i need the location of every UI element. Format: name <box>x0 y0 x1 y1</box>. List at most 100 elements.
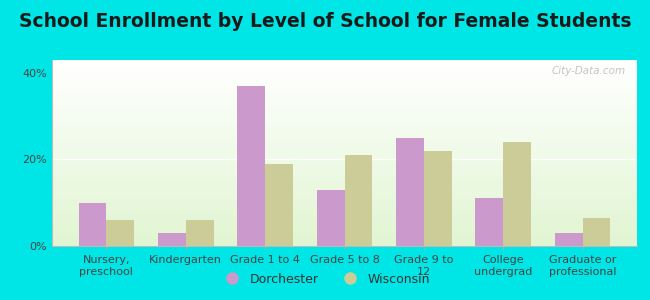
Bar <box>52 167 637 168</box>
Bar <box>52 122 637 123</box>
Bar <box>52 96 637 97</box>
Bar <box>52 74 637 75</box>
Bar <box>52 144 637 145</box>
Bar <box>52 235 637 236</box>
Bar <box>52 191 637 192</box>
Bar <box>582 218 610 246</box>
Bar <box>52 127 637 128</box>
Bar <box>52 174 637 175</box>
Bar <box>52 69 637 70</box>
Bar <box>52 217 637 218</box>
Bar <box>52 149 637 150</box>
Bar <box>158 233 186 246</box>
Bar <box>52 84 637 85</box>
Bar <box>52 119 637 120</box>
Bar <box>52 175 637 176</box>
Bar <box>52 219 637 220</box>
Bar <box>52 229 637 230</box>
Bar <box>52 234 637 235</box>
Bar <box>52 209 637 210</box>
Bar <box>52 194 637 195</box>
Bar <box>52 91 637 92</box>
Bar <box>52 193 637 194</box>
Legend: Dorchester, Wisconsin: Dorchester, Wisconsin <box>215 268 435 291</box>
Bar <box>52 231 637 232</box>
Bar <box>52 151 637 152</box>
Bar <box>52 100 637 101</box>
Bar <box>52 70 637 71</box>
Bar <box>52 172 637 173</box>
Bar <box>52 152 637 153</box>
Bar <box>52 228 637 229</box>
Bar <box>52 126 637 127</box>
Bar <box>52 237 637 238</box>
Bar <box>52 106 637 107</box>
Bar <box>52 199 637 200</box>
Bar <box>52 203 637 204</box>
Bar <box>52 67 637 68</box>
Bar <box>52 107 637 108</box>
Bar <box>52 77 637 78</box>
Bar <box>52 163 637 164</box>
Bar <box>52 109 637 110</box>
Bar <box>52 66 637 67</box>
Bar <box>52 123 637 124</box>
Bar <box>52 87 637 88</box>
Bar <box>52 243 637 244</box>
Bar <box>52 244 637 245</box>
Bar <box>52 226 637 227</box>
Bar <box>52 136 637 137</box>
Text: School Enrollment by Level of School for Female Students: School Enrollment by Level of School for… <box>19 12 631 31</box>
Bar <box>52 178 637 179</box>
Bar <box>52 220 637 221</box>
Bar <box>52 143 637 144</box>
Bar <box>52 168 637 169</box>
Bar <box>52 73 637 74</box>
Bar <box>52 185 637 187</box>
Bar <box>52 182 637 183</box>
Bar <box>52 239 637 240</box>
Bar <box>52 131 637 132</box>
Bar <box>52 181 637 182</box>
Bar <box>52 156 637 157</box>
Bar <box>52 89 637 90</box>
Bar <box>52 197 637 198</box>
Bar <box>52 202 637 203</box>
Bar <box>52 222 637 223</box>
Bar <box>52 187 637 188</box>
Bar <box>52 118 637 119</box>
Bar <box>396 138 424 246</box>
Bar <box>52 223 637 224</box>
Bar <box>52 134 637 135</box>
Bar <box>52 161 637 162</box>
Bar <box>52 110 637 111</box>
Bar <box>52 72 637 73</box>
Bar <box>52 142 637 143</box>
Bar <box>52 78 637 79</box>
Bar <box>52 233 637 234</box>
Bar <box>52 208 637 209</box>
Bar <box>52 245 637 246</box>
Bar <box>52 111 637 112</box>
Bar <box>52 88 637 89</box>
Bar <box>52 117 637 118</box>
Bar <box>52 108 637 109</box>
Bar <box>52 176 637 177</box>
Bar <box>52 63 637 64</box>
Bar <box>52 224 637 225</box>
Bar <box>52 61 637 62</box>
Bar <box>52 206 637 207</box>
Bar <box>52 90 637 91</box>
Bar <box>52 169 637 170</box>
Bar <box>52 60 637 61</box>
Bar <box>344 155 372 246</box>
Bar <box>52 135 637 136</box>
Bar <box>52 62 637 63</box>
Bar <box>52 116 637 117</box>
Bar <box>52 148 637 149</box>
Bar <box>52 216 637 217</box>
Bar <box>52 205 637 206</box>
Bar <box>52 214 637 215</box>
Bar <box>52 160 637 161</box>
Bar <box>52 75 637 76</box>
